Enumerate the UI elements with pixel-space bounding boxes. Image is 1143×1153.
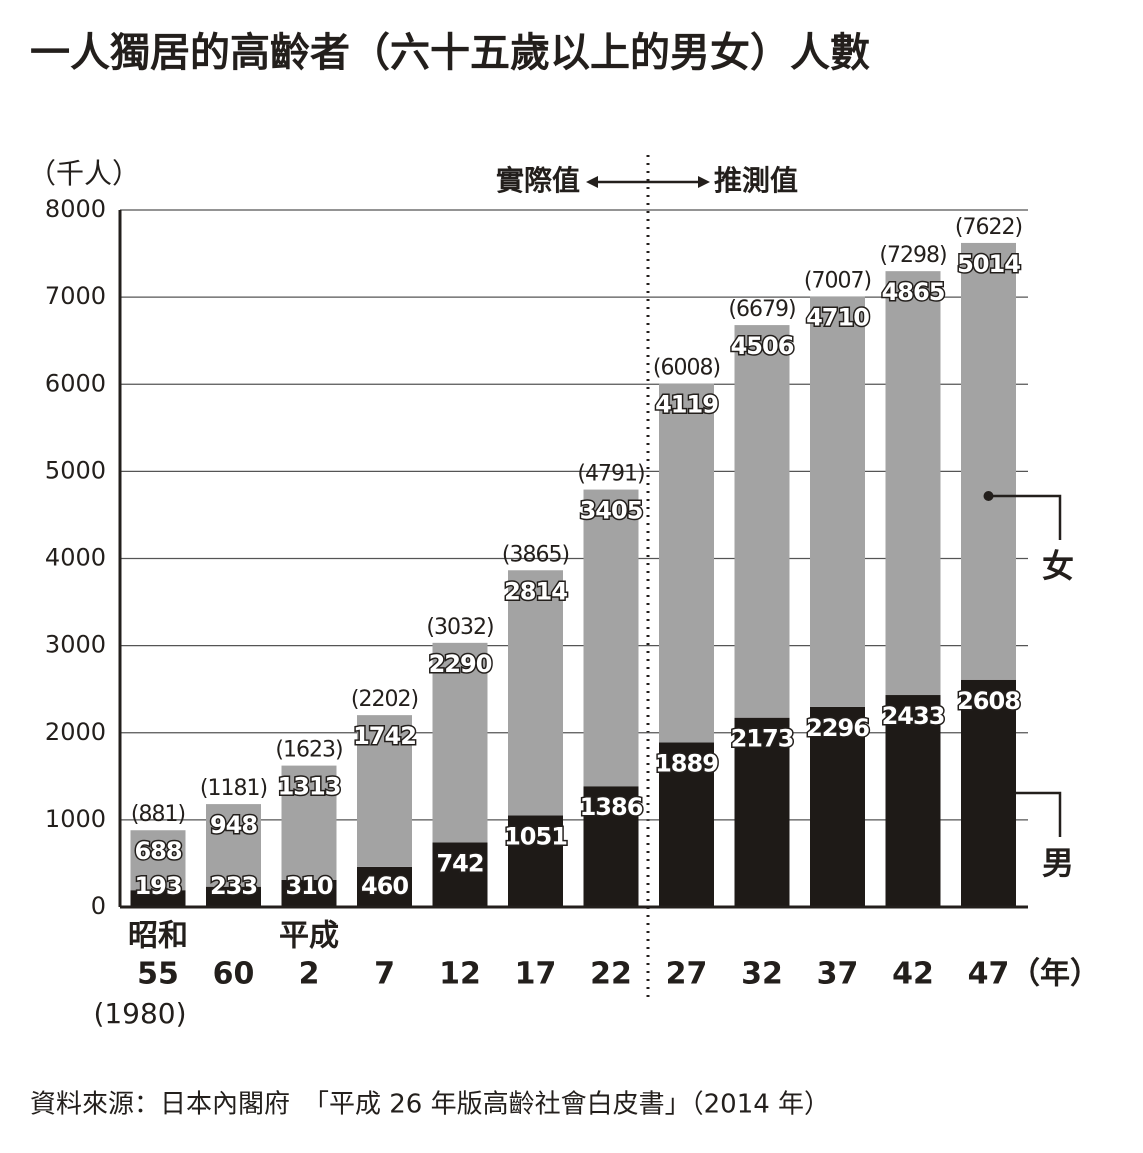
total-label: (1181) (200, 776, 267, 801)
source: 資料來源：日本內閣府 「平成 26 年版高齡社會白皮書」（2014 年） (30, 1090, 830, 1120)
x-tick-label: 12 (439, 957, 481, 992)
bar-segment (357, 715, 412, 867)
actual-label: 實際值 (496, 164, 580, 197)
bar-segment (583, 786, 639, 907)
total-label: (7007) (804, 269, 871, 294)
total-label: (4791) (577, 462, 644, 487)
x-tick-label: 22 (590, 957, 632, 992)
bar-segment (810, 296, 865, 707)
value-label: 1051 (504, 822, 567, 850)
value-label: 948 (210, 811, 257, 839)
value-label: 2814 (504, 577, 567, 605)
total-label: (3032) (426, 615, 493, 640)
x-tick-label: 37 (817, 957, 859, 992)
bar-segment (206, 804, 261, 887)
value-label: 742 (436, 849, 483, 877)
bar-segment (508, 570, 563, 816)
value-label: 2296 (806, 714, 869, 742)
total-label: (2202) (351, 687, 418, 712)
legend-connector (988, 494, 1062, 540)
value-label: 2433 (882, 702, 945, 730)
year-note: (1980) (93, 997, 186, 1030)
forecast-label: 推測值 (714, 164, 798, 197)
x-tick-label: 42 (892, 957, 934, 992)
arrow (586, 176, 710, 188)
bar-segment (206, 886, 261, 907)
x-tick-label: 27 (666, 957, 708, 992)
bar-segment (281, 879, 337, 907)
total-label: (6679) (728, 297, 795, 322)
y-tick-label: 2000 (45, 718, 106, 746)
bar-segment (432, 642, 488, 843)
value-label: 4865 (882, 278, 945, 306)
bar-segment (357, 866, 412, 907)
y-tick-label: 6000 (45, 369, 106, 397)
era-label: 平成 (279, 919, 339, 954)
y-tick-label: 8000 (45, 195, 106, 223)
x-tick-label: 2 (299, 957, 320, 992)
value-label: 2290 (429, 650, 492, 678)
bar-segment (885, 271, 941, 696)
bar-segment (130, 890, 186, 907)
total-label: (7298) (879, 243, 946, 268)
value-label: 460 (361, 872, 408, 900)
x-tick-label: 17 (515, 957, 557, 992)
x-tick-label: 47 (968, 957, 1010, 992)
bar-segment (810, 706, 865, 907)
bar-segment (961, 242, 1016, 680)
legend-connector (1015, 791, 1062, 837)
value-label: 4710 (806, 304, 869, 332)
value-label: 5014 (957, 250, 1020, 278)
bar-segment (734, 717, 790, 907)
value-label: 1742 (353, 722, 416, 750)
total-label: (3865) (502, 542, 569, 567)
y-tick-label: 7000 (45, 282, 106, 310)
legend-label: 女 (1042, 547, 1074, 585)
value-label: 1889 (655, 749, 718, 777)
legend-dot (983, 491, 994, 501)
x-tick-label: 32 (741, 957, 783, 992)
value-label: 310 (285, 872, 332, 900)
legend-label: 男 (1042, 844, 1074, 882)
total-label: (7622) (955, 215, 1022, 240)
y-axis-unit: （千人） (28, 157, 140, 190)
era-label: 昭和 (128, 919, 188, 954)
y-tick-label: 4000 (45, 544, 106, 572)
bar-segment (885, 695, 941, 907)
total-label: (1623) (275, 738, 342, 763)
value-label: 3405 (580, 497, 643, 525)
bar-segment (961, 679, 1016, 907)
value-label: 1386 (580, 793, 643, 821)
value-label: 2173 (731, 725, 794, 753)
x-tick-label: 55 (137, 957, 179, 992)
bar-segment (130, 830, 186, 891)
chart-title: 一人獨居的高齡者（六十五歲以上的男女）人數 (30, 30, 870, 76)
bar-segment (659, 742, 714, 907)
x-axis-unit: （年） (1010, 957, 1100, 992)
x-tick-label: 7 (374, 957, 395, 992)
y-tick-label: 0 (91, 892, 106, 920)
bar-segment (659, 383, 714, 743)
total-label: (881) (131, 802, 185, 827)
y-tick-label: 3000 (45, 631, 106, 659)
value-label: 233 (210, 872, 257, 900)
value-label: 193 (134, 872, 181, 900)
x-tick-label: 60 (213, 957, 255, 992)
total-label: (6008) (653, 356, 720, 381)
y-tick-label: 1000 (45, 805, 106, 833)
bar-segment (583, 489, 639, 787)
value-label: 4506 (731, 332, 794, 360)
value-label: 1313 (278, 773, 341, 801)
bar-segment (508, 815, 563, 907)
bar-segment (281, 765, 337, 880)
bar-segment (432, 842, 488, 907)
y-tick-label: 5000 (45, 456, 106, 484)
value-label: 2608 (957, 687, 1020, 715)
value-label: 4119 (655, 391, 718, 419)
value-label: 688 (134, 837, 181, 865)
bar-segment (734, 325, 790, 718)
